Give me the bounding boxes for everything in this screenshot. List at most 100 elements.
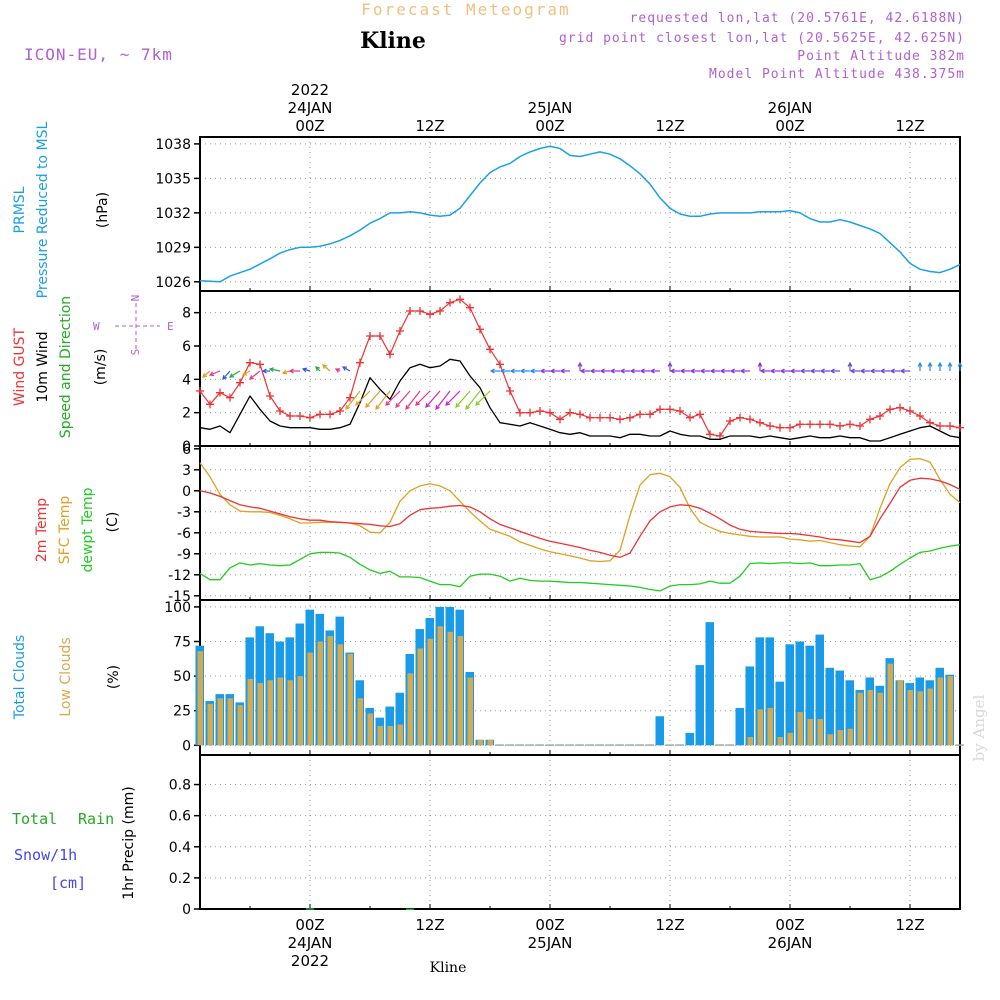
total-cloud-bar	[615, 744, 624, 746]
total-cloud-bar	[705, 622, 714, 746]
total-cloud-bar	[655, 716, 664, 746]
low-cloud-bar	[227, 698, 233, 746]
temp-label-sfc: SFC Temp	[57, 496, 73, 565]
total-cloud-bar	[735, 707, 744, 746]
wind-arrow-head	[709, 368, 715, 374]
gust-marker	[226, 393, 234, 402]
wind-arrow	[342, 366, 351, 372]
gust-marker	[526, 408, 534, 417]
total-cloud-bar	[725, 744, 734, 746]
precip-label-snow: Snow/1h	[14, 846, 77, 864]
low-cloud-bar	[937, 677, 943, 746]
pressure-line	[199, 145, 961, 283]
total-cloud-bar	[805, 645, 814, 746]
top-time-label: 12Z	[895, 117, 924, 135]
low-cloud-bar	[757, 709, 763, 746]
total-cloud-bar	[395, 692, 404, 746]
wind-arrow	[249, 370, 261, 380]
wind-arrow-head	[489, 368, 495, 374]
gust-marker	[346, 393, 354, 402]
total-cloud-bar	[675, 744, 684, 746]
gust-marker	[326, 410, 334, 419]
rain-bar	[306, 908, 314, 910]
top-time-label: 25JAN	[528, 99, 573, 117]
gust-marker	[696, 410, 704, 419]
wind-arrow	[222, 370, 231, 380]
wind-label-dir: Speed and Direction	[58, 296, 74, 438]
rain-bar	[406, 908, 414, 911]
total-cloud-bar	[775, 681, 784, 746]
wind-arrow-head	[917, 361, 923, 367]
wind-arrow-head	[649, 368, 655, 374]
wind-arrow	[355, 390, 371, 406]
gust-marker	[946, 422, 954, 430]
bottom-time-label: 25JAN	[528, 934, 573, 952]
temp-ytick-label: -9	[177, 547, 191, 563]
wind-arrow-head	[879, 368, 885, 374]
wind-label-10m: 10m Wind	[35, 331, 51, 402]
wind-arrow-head	[719, 368, 725, 374]
wind-arrow-head	[829, 368, 835, 374]
wind-arrow	[242, 370, 251, 376]
total-cloud-bar	[815, 634, 824, 746]
gust-marker	[686, 413, 694, 422]
wind-arrow-head	[539, 368, 545, 374]
gust-marker	[256, 360, 264, 369]
low-cloud-bar	[887, 663, 893, 746]
gust-marker	[266, 392, 274, 400]
wind-arrow-head	[849, 368, 855, 374]
model-label: ICON-EU, ~ 7km	[24, 45, 173, 64]
gust-marker	[726, 417, 734, 425]
bottom-time-label: 26JAN	[768, 934, 813, 952]
wind-arrow-head	[559, 368, 565, 374]
gust-marker	[956, 423, 964, 432]
temp-label-dewpt: dewpt Temp	[80, 487, 96, 572]
grid-point-coords: grid point closest lon,lat (20.5625E, 42…	[559, 31, 965, 46]
wind-arrow	[209, 370, 221, 376]
dewpt-line	[199, 544, 961, 592]
cloud-ytick-label: 75	[173, 635, 191, 651]
low-cloud-bar	[897, 680, 903, 746]
precip-label-total: Total	[12, 810, 57, 828]
precip-ytick-label: 0.4	[169, 840, 191, 856]
total-cloud-bar	[785, 644, 794, 746]
low-cloud-bar	[417, 648, 423, 746]
wind-arrow-head	[519, 368, 525, 374]
wind-arrow-head	[405, 404, 410, 410]
compass-n: N	[129, 295, 142, 302]
low-cloud-bar	[807, 719, 813, 746]
wind-arrow-head	[729, 368, 735, 374]
wind-arrow-head	[589, 368, 595, 374]
low-cloud-bar	[827, 734, 833, 746]
total-cloud-bar	[575, 744, 584, 746]
gust-marker	[596, 413, 604, 422]
temp-ytick-label: -6	[177, 526, 191, 542]
wind-arrow-head	[937, 361, 943, 367]
low-cloud-bar	[767, 707, 773, 746]
wind-arrow-head	[415, 400, 421, 406]
gust-marker	[366, 332, 374, 340]
gust-marker	[676, 407, 684, 415]
wind-panel: 0 2 4 6 8	[182, 290, 961, 455]
gust-marker	[826, 420, 834, 429]
low-cloud-bar	[477, 739, 483, 746]
forecast-title: Forecast Meteogram	[361, 0, 570, 19]
temp-ytick-label: -15	[168, 589, 191, 605]
wind-arrow-head	[759, 368, 765, 374]
pressure-label-2: Pressure Reduced to MSL	[35, 121, 51, 298]
gust-marker	[646, 410, 654, 419]
precip-ytick-label: 0.6	[169, 809, 191, 825]
wind-arrow-head	[375, 404, 380, 410]
wind-arrow-head	[395, 402, 400, 408]
wind-arrow-head	[927, 361, 933, 367]
wind-arrow-head	[228, 373, 235, 378]
wind-arrow	[395, 390, 411, 408]
gust-marker	[896, 403, 904, 412]
precip-unit: 1hr Precip (mm)	[121, 786, 137, 899]
total-cloud-bar	[625, 744, 634, 746]
bottom-time-label: 00Z	[535, 916, 564, 934]
wind-arrow-head	[689, 368, 695, 374]
wind-ytick-label: 8	[182, 306, 191, 322]
gust-marker	[236, 378, 244, 387]
